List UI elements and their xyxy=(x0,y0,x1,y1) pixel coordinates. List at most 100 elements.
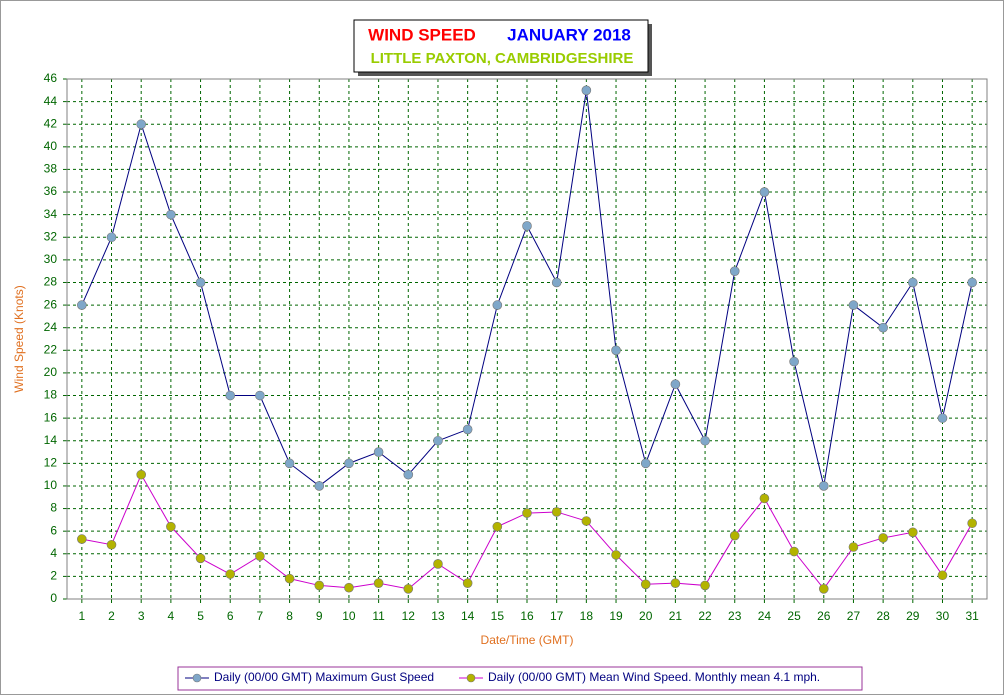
data-point xyxy=(759,187,770,197)
data-point xyxy=(581,85,592,96)
data-point xyxy=(729,530,740,541)
chart-title: WIND SPEED xyxy=(368,25,476,44)
data-point xyxy=(937,570,948,581)
data-point xyxy=(255,551,265,561)
y-tick-label: 40 xyxy=(44,139,58,153)
x-tick-label: 9 xyxy=(316,609,323,623)
x-tick-label: 23 xyxy=(728,609,742,623)
legend-box xyxy=(177,666,863,691)
data-point xyxy=(77,300,87,310)
data-point xyxy=(789,546,799,557)
data-point xyxy=(581,516,592,526)
x-tick-label: 8 xyxy=(286,609,293,623)
x-tick-label: 28 xyxy=(876,609,890,623)
x-tick-label: 2 xyxy=(108,609,115,623)
data-point xyxy=(640,458,651,469)
data-point xyxy=(433,435,443,446)
data-point xyxy=(373,578,384,588)
data-point xyxy=(492,300,503,310)
data-point xyxy=(462,424,473,435)
data-point xyxy=(848,542,859,552)
data-point xyxy=(136,119,146,130)
y-tick-label: 30 xyxy=(44,252,58,266)
legend-label: Daily (00/00 GMT) Mean Wind Speed. Month… xyxy=(488,670,820,684)
data-point xyxy=(403,469,414,480)
x-tick-label: 29 xyxy=(906,609,920,623)
data-point xyxy=(700,435,710,446)
x-tick-label: 7 xyxy=(257,609,264,623)
data-point xyxy=(908,277,918,288)
x-tick-label: 5 xyxy=(197,609,204,623)
data-point xyxy=(640,579,651,590)
x-axis-label: Date/Time (GMT) xyxy=(481,633,574,647)
y-tick-label: 2 xyxy=(50,569,57,583)
x-tick-label: 4 xyxy=(168,609,175,623)
y-axis-label: Wind Speed (Knots) xyxy=(12,285,26,392)
data-point xyxy=(522,508,532,518)
y-tick-label: 38 xyxy=(44,162,58,176)
data-point xyxy=(670,379,681,390)
data-point xyxy=(937,413,948,423)
data-point xyxy=(77,534,87,544)
x-tick-label: 20 xyxy=(639,609,653,623)
data-point xyxy=(789,356,799,367)
x-tick-label: 19 xyxy=(609,609,623,623)
x-tick-label: 14 xyxy=(461,609,475,623)
y-tick-label: 10 xyxy=(44,478,58,492)
y-tick-label: 8 xyxy=(50,501,57,515)
y-tick-label: 28 xyxy=(44,275,58,289)
data-point xyxy=(106,539,117,550)
x-tick-label: 25 xyxy=(787,609,801,623)
legend-label: Daily (00/00 GMT) Maximum Gust Speed xyxy=(214,670,434,684)
data-point xyxy=(433,559,443,569)
y-tick-label: 20 xyxy=(44,365,58,379)
data-point xyxy=(225,569,236,579)
x-tick-label: 21 xyxy=(669,609,683,623)
data-point xyxy=(225,390,236,401)
x-tick-label: 10 xyxy=(342,609,356,623)
legend-marker xyxy=(466,673,476,683)
y-tick-label: 22 xyxy=(44,342,58,356)
legend-marker xyxy=(192,673,202,683)
x-tick-label: 3 xyxy=(138,609,145,623)
data-point xyxy=(136,469,146,480)
data-point xyxy=(551,277,562,288)
x-tick-label: 22 xyxy=(698,609,712,623)
data-point xyxy=(166,521,176,532)
data-point xyxy=(878,533,888,543)
y-tick-label: 14 xyxy=(44,433,58,447)
chart-subtitle: LITTLE PAXTON, CAMBRIDGESHIRE xyxy=(371,50,634,67)
x-tick-label: 24 xyxy=(758,609,772,623)
data-point xyxy=(403,584,414,594)
y-tick-label: 26 xyxy=(44,297,58,311)
data-point xyxy=(255,390,265,401)
title-box xyxy=(353,19,649,73)
data-point xyxy=(373,447,384,457)
y-tick-label: 42 xyxy=(44,116,58,130)
chart-title: JANUARY 2018 xyxy=(507,25,631,44)
x-tick-label: 15 xyxy=(491,609,505,623)
data-point xyxy=(492,521,503,532)
data-point xyxy=(195,553,206,564)
data-point xyxy=(284,573,295,584)
data-point xyxy=(700,580,710,591)
data-point xyxy=(462,578,473,588)
data-point xyxy=(195,277,206,288)
data-point xyxy=(848,300,859,310)
y-tick-label: 16 xyxy=(44,410,58,424)
y-tick-label: 46 xyxy=(44,71,58,85)
data-point xyxy=(284,458,295,469)
y-tick-label: 36 xyxy=(44,184,58,198)
data-point xyxy=(344,582,354,593)
x-tick-label: 18 xyxy=(580,609,594,623)
data-point xyxy=(522,221,532,231)
x-tick-label: 11 xyxy=(372,609,385,623)
data-point xyxy=(967,277,977,288)
data-point xyxy=(670,578,681,588)
data-point xyxy=(344,458,354,469)
x-tick-label: 13 xyxy=(431,609,445,623)
y-tick-label: 18 xyxy=(44,388,58,402)
data-point xyxy=(611,345,621,356)
